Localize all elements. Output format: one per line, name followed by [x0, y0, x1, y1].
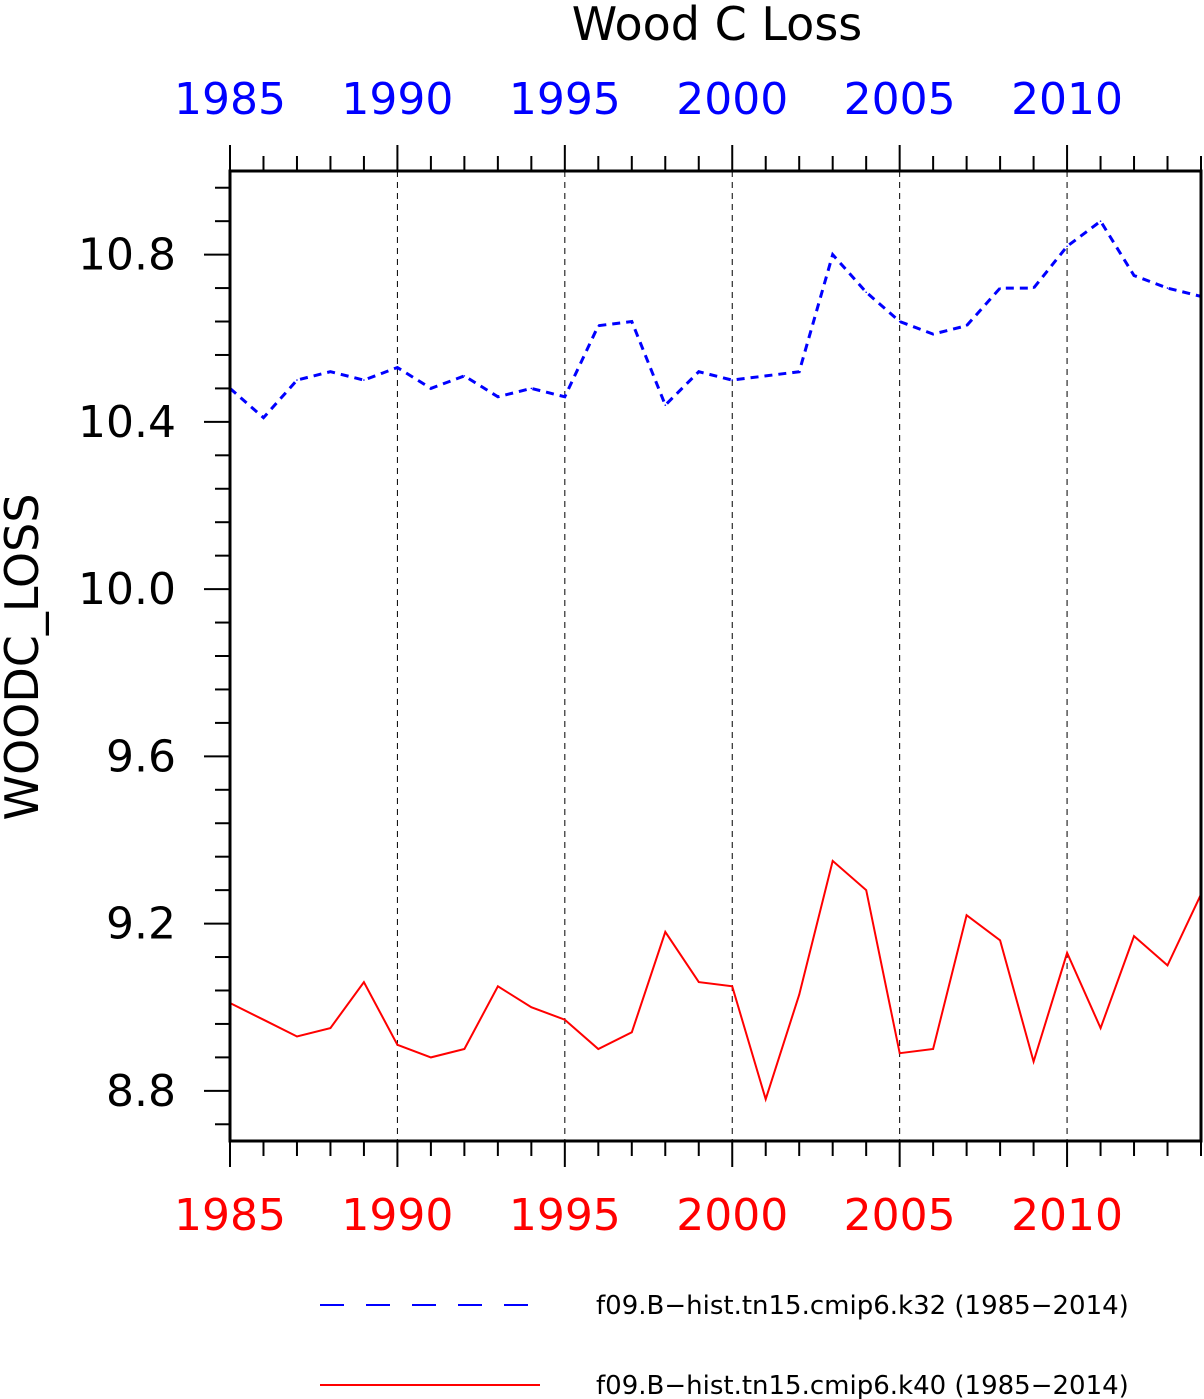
data-point	[262, 1018, 265, 1021]
data-point	[932, 333, 934, 335]
data-point	[831, 253, 834, 256]
data-point	[1066, 245, 1068, 248]
y-tick-label: 9.2	[106, 899, 176, 950]
data-point	[1099, 1027, 1102, 1029]
data-point	[329, 370, 332, 373]
x-tick-label-bottom: 2005	[844, 1190, 956, 1241]
data-point	[396, 366, 399, 369]
y-tick-label: 9.6	[106, 731, 176, 782]
data-point	[831, 860, 834, 862]
legend-label-2: f09.B−hist.tn15.cmip6.k40 (1985−2014)	[596, 1371, 1129, 1399]
data-point	[798, 993, 801, 996]
data-point	[430, 1056, 432, 1059]
data-point	[798, 370, 801, 373]
plot-frame	[228, 169, 1203, 1143]
data-point	[564, 395, 566, 398]
legend: f09.B−hist.tn15.cmip6.k32 (1985−2014) f09…	[320, 1291, 1129, 1399]
data-point	[1032, 1060, 1035, 1063]
data-point	[363, 981, 365, 983]
data-point	[697, 370, 700, 373]
x-tick-label-top: 2010	[1011, 74, 1123, 125]
data-point	[1032, 287, 1035, 289]
data-point	[630, 1031, 633, 1034]
data-point	[296, 379, 298, 381]
data-point	[999, 939, 1001, 942]
data-point	[731, 985, 734, 988]
y-tick-label: 10.8	[78, 230, 176, 281]
data-point	[597, 324, 600, 327]
data-point	[630, 320, 633, 323]
data-point	[898, 1052, 901, 1054]
data-point	[932, 1048, 934, 1050]
data-point	[1133, 274, 1135, 277]
data-point	[1166, 964, 1169, 967]
data-series	[229, 219, 1202, 1103]
x-tick-label-bottom: 1985	[174, 1190, 286, 1241]
data-point	[597, 1048, 600, 1050]
data-point	[463, 1048, 466, 1050]
data-point	[430, 387, 432, 390]
x-tick-label-bottom: 1995	[509, 1190, 621, 1241]
y-tick-labels: 8.8 9.2 9.6 10.0 10.4 10.8	[78, 230, 176, 1117]
data-point	[865, 291, 867, 294]
data-point	[764, 1098, 767, 1100]
data-point	[363, 379, 365, 381]
data-point	[664, 404, 667, 406]
x-tick-label-top: 1985	[174, 74, 286, 125]
legend-label-1: f09.B−hist.tn15.cmip6.k32 (1985−2014)	[596, 1291, 1129, 1321]
x-tick-label-top: 2000	[676, 74, 788, 125]
series-line-2	[229, 859, 1202, 1103]
data-point	[1066, 952, 1068, 954]
data-point	[731, 379, 734, 381]
data-point	[530, 1006, 533, 1009]
y-tick-label: 10.0	[78, 564, 176, 615]
data-point	[1133, 935, 1135, 937]
x-tick-label-top: 1990	[341, 74, 453, 125]
data-point	[1166, 287, 1169, 289]
top-x-tick-labels: 1985 1990 1995 2000 2005 2010	[174, 74, 1123, 125]
data-point	[898, 320, 901, 323]
data-point	[865, 889, 867, 891]
axis-ticks	[204, 145, 1202, 1167]
chart-title: Wood C Loss	[572, 0, 863, 51]
data-point	[999, 287, 1001, 289]
data-point	[329, 1027, 332, 1029]
data-point	[965, 324, 968, 327]
data-point	[664, 931, 667, 933]
data-point	[530, 387, 533, 390]
x-tick-label-bottom: 2000	[676, 1190, 788, 1241]
data-point	[262, 416, 265, 419]
data-point	[564, 1018, 566, 1021]
x-tick-label-top: 1995	[509, 74, 621, 125]
data-point	[697, 981, 700, 983]
data-point	[497, 395, 499, 398]
x-tick-label-top: 2005	[844, 74, 956, 125]
data-point	[764, 375, 767, 377]
data-point	[296, 1035, 298, 1038]
data-point	[497, 985, 499, 988]
y-tick-label: 10.4	[78, 397, 176, 448]
bottom-x-tick-labels: 1985 1990 1995 2000 2005 2010	[174, 1190, 1123, 1241]
grid-lines	[396, 171, 1068, 1141]
data-point	[1099, 220, 1102, 222]
data-point	[463, 375, 466, 377]
x-tick-label-bottom: 2010	[1011, 1190, 1123, 1241]
x-tick-label-bottom: 1990	[341, 1190, 453, 1241]
data-point	[396, 1044, 399, 1046]
y-tick-label: 8.8	[106, 1066, 176, 1117]
y-axis-label: WOODC_LOSS	[0, 493, 49, 820]
data-point	[965, 914, 968, 917]
series-line-1	[229, 219, 1202, 420]
